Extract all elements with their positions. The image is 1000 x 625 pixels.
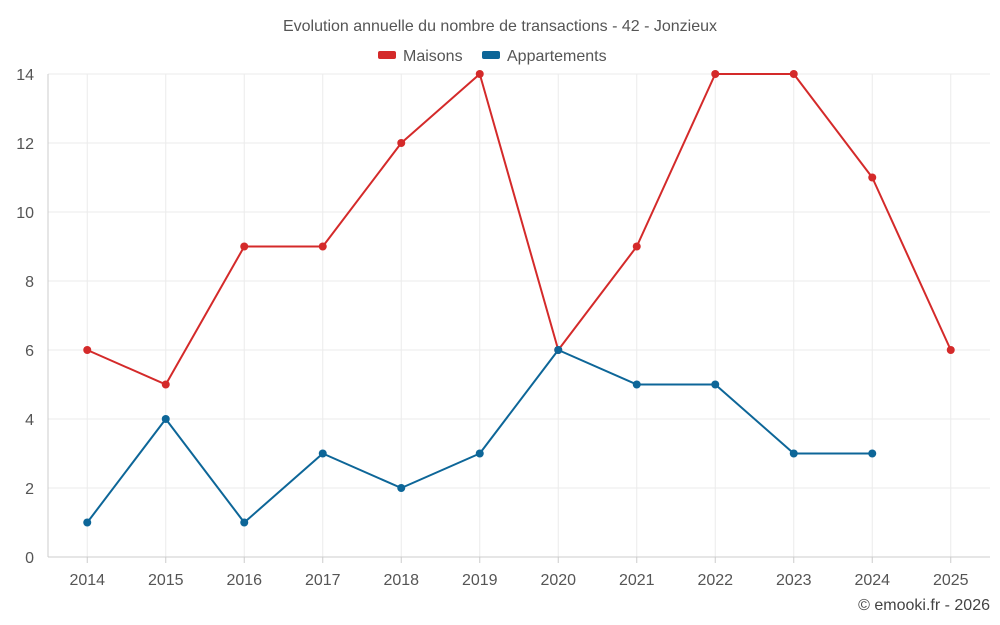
data-point-maisons[interactable]: [83, 346, 92, 354]
x-tick-label: 2016: [226, 572, 262, 589]
data-point-maisons[interactable]: [475, 70, 484, 78]
data-point-maisons[interactable]: [868, 173, 877, 182]
series: [83, 70, 955, 527]
data-point-appartements[interactable]: [475, 449, 484, 458]
data-point-maisons[interactable]: [632, 242, 641, 251]
legend: Maisons Appartements: [378, 48, 607, 65]
legend-swatch-maisons: [378, 51, 396, 59]
data-point-maisons[interactable]: [161, 380, 170, 389]
x-tick-label: 2020: [540, 572, 576, 589]
data-point-maisons[interactable]: [397, 139, 406, 147]
data-point-appartements[interactable]: [711, 380, 720, 389]
x-tick-label: 2019: [462, 572, 498, 589]
x-tick-label: 2022: [697, 572, 733, 589]
data-point-maisons[interactable]: [711, 70, 720, 78]
y-tick-label: 2: [25, 481, 34, 498]
x-tick-label: 2015: [148, 572, 184, 589]
data-point-appartements[interactable]: [789, 449, 798, 458]
data-point-appartements[interactable]: [868, 449, 877, 458]
x-tick-label: 2017: [305, 572, 341, 589]
y-tick-label: 4: [25, 412, 34, 429]
data-point-appartements[interactable]: [397, 484, 406, 492]
data-point-appartements[interactable]: [318, 449, 327, 458]
y-tick-label: 0: [25, 550, 34, 567]
legend-label-appartements[interactable]: Appartements: [507, 48, 607, 65]
x-tick-label: 2018: [383, 572, 419, 589]
axes: 0 2 4 6 8 10 12 14 2014 2015 2016 2017 2018 2019 2020 2…: [16, 67, 990, 589]
y-tick-label: 12: [16, 136, 34, 153]
data-point-appartements[interactable]: [83, 518, 92, 527]
data-point-maisons[interactable]: [789, 70, 798, 78]
data-point-appartements[interactable]: [632, 380, 641, 389]
data-point-maisons[interactable]: [318, 242, 327, 251]
x-tick-label: 2014: [69, 572, 105, 589]
chart-title: Evolution annuelle du nombre de transact…: [283, 18, 717, 35]
legend-swatch-appartements: [482, 51, 500, 59]
x-tick-label: 2021: [619, 572, 655, 589]
legend-label-maisons[interactable]: Maisons: [403, 48, 463, 65]
data-point-appartements[interactable]: [240, 518, 249, 527]
credit-text: © emooki.fr - 2026: [858, 597, 990, 614]
x-tick-label: 2025: [933, 572, 969, 589]
y-tick-label: 6: [25, 343, 34, 360]
series-line-maisons: [86, 73, 952, 386]
x-tick-label: 2024: [854, 572, 890, 589]
data-point-maisons[interactable]: [240, 242, 249, 251]
y-tick-label: 8: [25, 274, 34, 291]
data-point-appartements[interactable]: [161, 415, 170, 423]
data-point-maisons[interactable]: [946, 346, 955, 354]
x-tick-label: 2023: [776, 572, 812, 589]
y-tick-label: 10: [16, 205, 34, 222]
data-point-appartements[interactable]: [554, 346, 563, 354]
y-tick-label: 14: [16, 67, 34, 84]
